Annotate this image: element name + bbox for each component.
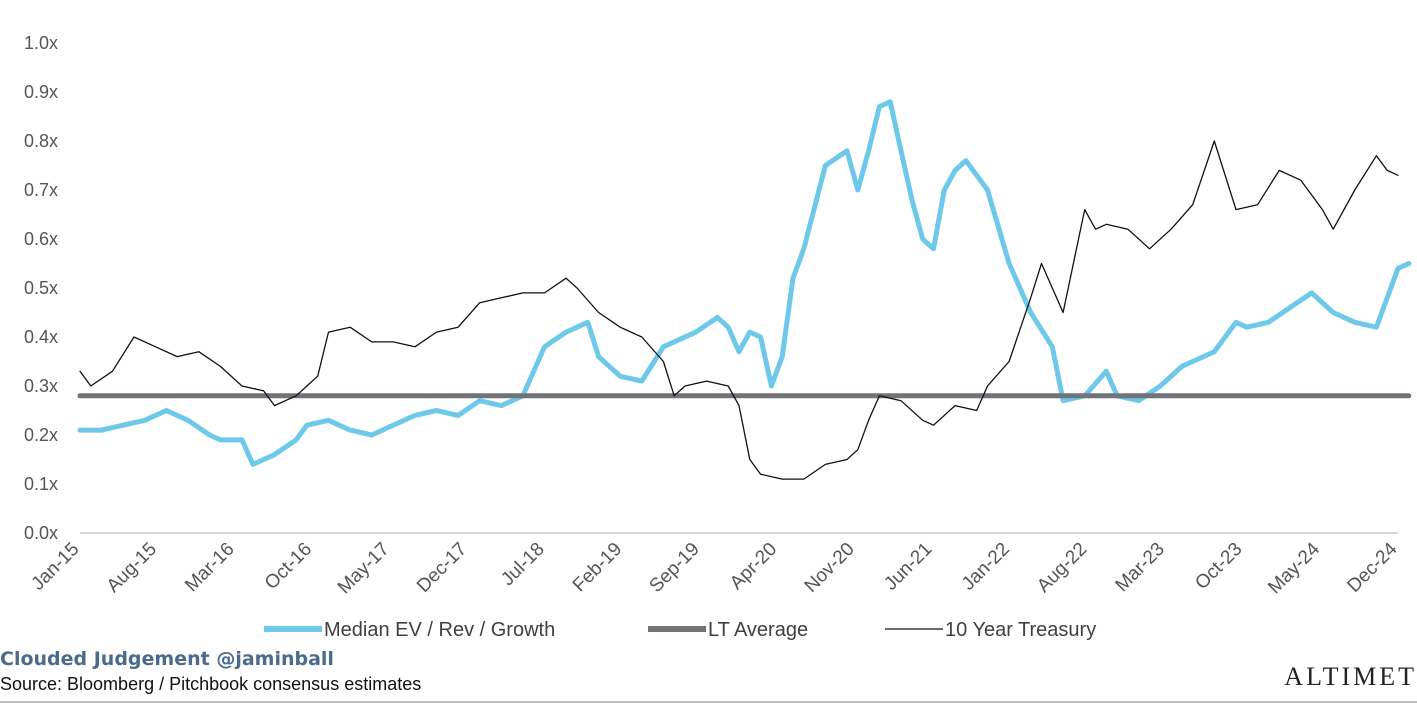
y-tick-label: 0.0x bbox=[24, 523, 58, 543]
x-tick-label: Mar-16 bbox=[181, 539, 238, 596]
y-tick-label: 0.1x bbox=[24, 474, 58, 494]
x-tick-label: Apr-20 bbox=[726, 539, 781, 594]
y-tick-label: 0.9x bbox=[24, 82, 58, 102]
x-tick-label: Dec-24 bbox=[1343, 538, 1401, 596]
legend: Median EV / Rev / Growth LT Average 10 Yea… bbox=[264, 619, 1096, 641]
chart: 0.0x 0.1x 0.2x 0.3x 0.4x 0.5x 0.6x 0.7x 0.8x 0.9x… bbox=[24, 33, 1412, 641]
y-axis: 0.0x 0.1x 0.2x 0.3x 0.4x 0.5x 0.6x 0.7x 0.8x 0.9x… bbox=[24, 33, 58, 543]
legend-label: LT Average bbox=[708, 619, 808, 641]
y-tick-label: 0.2x bbox=[24, 425, 58, 445]
brand-logo: ALTIMET bbox=[1284, 662, 1417, 691]
bottom-divider bbox=[0, 701, 1417, 703]
legend-label: Median EV / Rev / Growth bbox=[324, 619, 555, 641]
x-tick-label: Feb-19 bbox=[569, 539, 626, 596]
x-tick-label: Jul-18 bbox=[497, 539, 548, 590]
x-tick-label: May-24 bbox=[1264, 538, 1324, 598]
x-tick-label: Jan-15 bbox=[28, 539, 84, 595]
x-tick-label: Aug-15 bbox=[103, 539, 161, 597]
y-tick-label: 0.8x bbox=[24, 131, 58, 151]
y-tick-label: 1.0x bbox=[24, 33, 58, 53]
y-tick-label: 0.5x bbox=[24, 278, 58, 298]
x-tick-label: Aug-22 bbox=[1033, 539, 1091, 597]
y-tick-label: 0.6x bbox=[24, 229, 58, 249]
y-tick-label: 0.7x bbox=[24, 180, 58, 200]
x-tick-label: Jun-21 bbox=[880, 539, 936, 595]
series-line-median-ev-rev-growth bbox=[77, 99, 1412, 467]
x-tick-label: Dec-17 bbox=[413, 539, 471, 597]
x-tick-label: Nov-20 bbox=[801, 539, 859, 597]
x-tick-label: Sep-19 bbox=[646, 539, 704, 597]
legend-label: 10 Year Treasury bbox=[945, 619, 1096, 641]
series-line-10-year-treasury bbox=[79, 140, 1399, 480]
y-tick-label: 0.3x bbox=[24, 376, 58, 396]
x-tick-label: Mar-23 bbox=[1112, 539, 1169, 596]
credit-text: Clouded Judgement @jaminball bbox=[0, 648, 334, 670]
y-tick-label: 0.4x bbox=[24, 327, 58, 347]
x-axis: Jan-15 Aug-15 Mar-16 Oct-16 May-17 Dec-17 Jul-… bbox=[28, 532, 1402, 599]
series-group bbox=[77, 99, 1412, 480]
x-tick-label: Oct-16 bbox=[261, 539, 316, 594]
x-tick-label: Jan-22 bbox=[958, 539, 1014, 595]
source-note: Source: Bloomberg / Pitchbook consensus … bbox=[0, 674, 422, 694]
x-tick-label: Oct-23 bbox=[1191, 539, 1246, 594]
x-tick-label: May-17 bbox=[334, 539, 394, 599]
